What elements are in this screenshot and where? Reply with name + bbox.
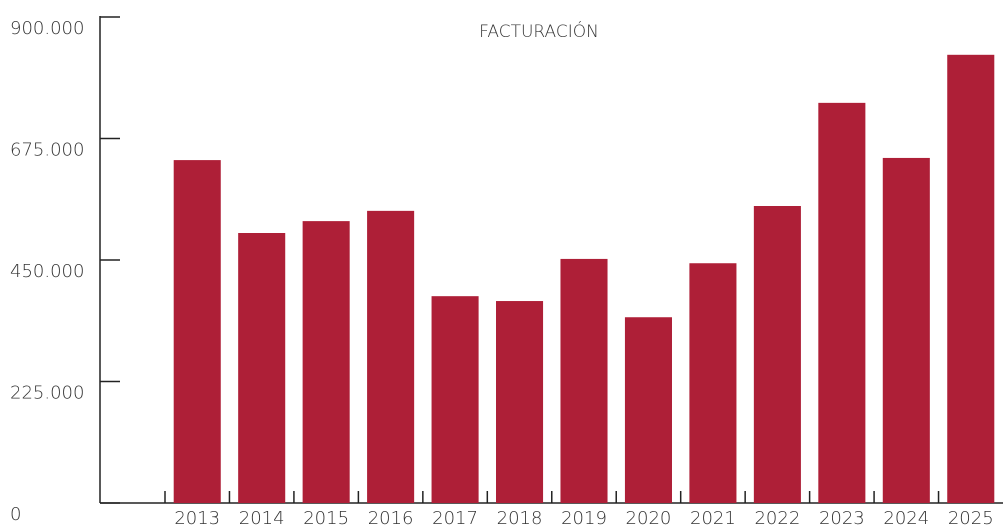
x-tick-label: 2019 <box>561 508 607 529</box>
bar <box>302 221 350 503</box>
x-tick-label: 2025 <box>948 508 994 529</box>
bar <box>818 102 866 504</box>
x-tick-label: 2015 <box>303 508 349 529</box>
bar <box>689 263 737 503</box>
x-tick-label: 2020 <box>626 508 672 529</box>
y-tick-label: 450.000 <box>10 261 84 282</box>
bar <box>882 157 930 503</box>
y-tick-label: 0 <box>10 504 21 525</box>
bar <box>624 317 672 503</box>
x-tick-label: 2021 <box>690 508 736 529</box>
y-tick-label: 900.000 <box>10 18 84 39</box>
bar <box>753 206 801 503</box>
x-tick-label: 2017 <box>432 508 478 529</box>
y-tick-label: 675.000 <box>10 140 84 161</box>
bar <box>238 233 286 503</box>
bar <box>947 54 995 504</box>
x-tick-label: 2016 <box>368 508 414 529</box>
bar <box>560 258 608 503</box>
chart-title: FACTURACIÓN <box>479 20 599 42</box>
bar <box>173 160 221 503</box>
bar <box>431 296 479 503</box>
x-tick-label: 2013 <box>174 508 220 529</box>
x-tick-label: 2022 <box>754 508 800 529</box>
y-tick-label: 225.000 <box>10 383 84 404</box>
x-tick-label: 2014 <box>239 508 285 529</box>
x-tick-label: 2024 <box>883 508 929 529</box>
bar <box>367 210 415 504</box>
x-tick-label: 2023 <box>819 508 865 529</box>
x-tick-label: 2018 <box>497 508 543 529</box>
bar <box>496 301 544 503</box>
